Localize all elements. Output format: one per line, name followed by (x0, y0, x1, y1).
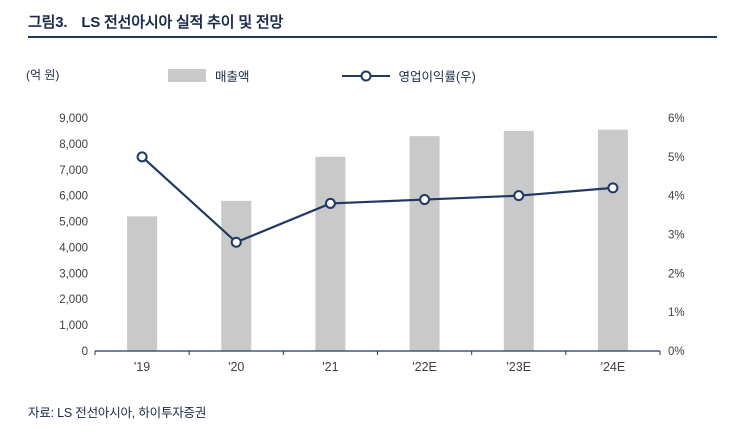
source-note: 자료: LS 전선아시아, 하이투자증권 (28, 406, 207, 420)
title-divider (28, 36, 717, 38)
right-axis-tick: 2% (668, 268, 685, 280)
bar-series-swatch (168, 69, 206, 82)
left-axis-tick: 1,000 (59, 320, 88, 332)
legend-item-revenue: 매출액 (168, 66, 250, 85)
x-axis-category-label: '23E (506, 360, 531, 374)
figure-number: 그림3. (28, 14, 68, 31)
right-axis-tick: 3% (668, 230, 685, 242)
left-axis-tick: 8,000 (59, 139, 88, 151)
chart-legend: 매출액 영업이익률(우) (168, 66, 476, 85)
combo-chart: 0 1,000 2,000 3,000 4,000 5,000 6,000 7,000 8,00… (59, 113, 685, 374)
margin-line-marker (230, 236, 242, 248)
x-axis-category-label: '19 (134, 360, 150, 374)
right-axis-tick: 1% (668, 307, 685, 319)
x-axis-category-label: '20 (228, 360, 244, 374)
legend-item-margin: 영업이익률(우) (341, 66, 476, 85)
revenue-bar (221, 200, 252, 351)
x-axis-category-label: '21 (322, 360, 338, 374)
figure-title: 그림3. LS 전선아시아 실적 추이 및 전망 (28, 11, 283, 32)
margin-line-marker (607, 182, 619, 194)
x-axis-category-label: '22E (412, 360, 437, 374)
left-axis-tick: 4,000 (59, 242, 88, 254)
left-axis-tick: 5,000 (59, 217, 88, 229)
x-axis-category-label: '24E (601, 360, 626, 374)
right-axis-tick: 6% (668, 113, 685, 125)
left-axis-tick: 3,000 (59, 268, 88, 280)
left-axis-tick: 0 (82, 346, 88, 358)
left-axis-tick: 6,000 (59, 191, 88, 203)
right-axis-tick: 4% (668, 191, 685, 203)
figure-title-text: LS 전선아시아 실적 추이 및 전망 (81, 14, 284, 31)
margin-line-marker (324, 197, 336, 209)
margin-line-marker (136, 151, 148, 163)
revenue-bar (127, 216, 158, 351)
right-axis-tick: 5% (668, 152, 685, 164)
line-series-swatch (341, 70, 390, 81)
margin-line-marker (513, 190, 525, 202)
left-axis-unit-label: (억 원) (26, 68, 60, 82)
margin-line-marker (419, 194, 431, 206)
revenue-bar (315, 156, 346, 351)
revenue-bar (409, 136, 440, 351)
legend-label-revenue: 매출액 (215, 70, 250, 84)
left-axis-tick: 7,000 (59, 165, 88, 177)
revenue-bar (597, 129, 628, 351)
right-axis-tick: 0% (668, 346, 685, 358)
left-axis-tick: 9,000 (59, 113, 88, 125)
legend-label-margin: 영업이익률(우) (398, 70, 476, 84)
left-axis-tick: 2,000 (59, 294, 88, 306)
revenue-bar (503, 130, 534, 351)
margin-line (141, 156, 614, 244)
